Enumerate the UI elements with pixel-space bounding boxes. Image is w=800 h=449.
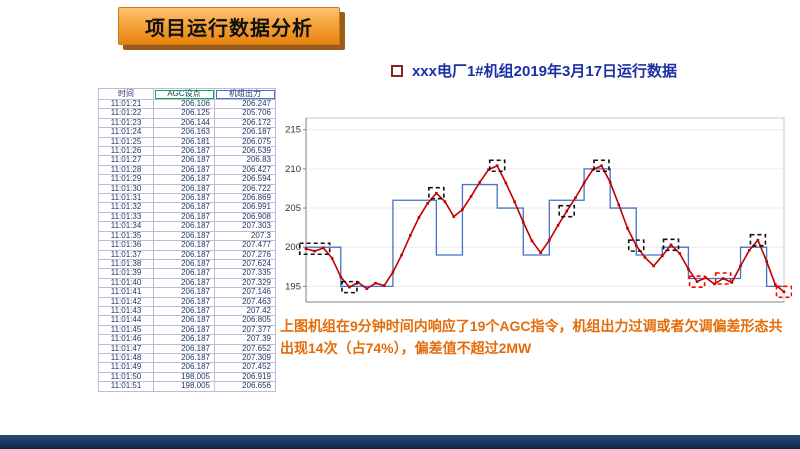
table-row: 11:01:44 206.187 206.805 bbox=[98, 315, 276, 326]
time-cell: 11:01:41 bbox=[98, 287, 154, 298]
unit-output-cell: 207.452 bbox=[214, 362, 276, 373]
agc-setpoint-cell: 206.187 bbox=[153, 221, 215, 232]
slide-title-banner: 项目运行数据分析 bbox=[118, 7, 340, 45]
agc-setpoint-cell: 206.187 bbox=[153, 334, 215, 345]
agc-setpoint-cell: 206.187 bbox=[153, 240, 215, 251]
time-cell: 11:01:49 bbox=[98, 362, 154, 373]
table-row: 11:01:41 206.187 207.146 bbox=[98, 287, 276, 298]
svg-text:195: 195 bbox=[285, 281, 301, 292]
unit-output-cell: 206.83 bbox=[214, 155, 276, 166]
time-cell: 11:01:51 bbox=[98, 381, 154, 392]
unit-output-cell: 206.594 bbox=[214, 174, 276, 185]
table-row: 11:01:51 198.005 206.656 bbox=[98, 381, 276, 392]
table-row: 11:01:46 206.187 207.39 bbox=[98, 334, 276, 345]
table-body: 11:01:21 206.106 206.247 11:01:22 206.125 205… bbox=[98, 98, 276, 392]
table-row: 11:01:29 206.187 206.594 bbox=[98, 174, 276, 185]
agc-setpoint-cell: 206.125 bbox=[153, 108, 215, 119]
agc-setpoint-cell: 206.187 bbox=[153, 268, 215, 279]
table-row: 11:01:34 206.187 207.303 bbox=[98, 221, 276, 232]
table-row: 11:01:35 206.187 207.3 bbox=[98, 230, 276, 242]
time-cell: 11:01:34 bbox=[98, 221, 154, 232]
time-cell: 11:01:39 bbox=[98, 268, 154, 279]
unit-output-cell: 207.303 bbox=[214, 221, 276, 232]
svg-text:215: 215 bbox=[285, 125, 301, 136]
col-header-time: 时间 bbox=[98, 88, 154, 100]
time-cell: 11:01:36 bbox=[98, 240, 154, 251]
table-header-row: 时间 AGC设点 机组出力 bbox=[98, 88, 276, 100]
agc-setpoint-cell: 206.187 bbox=[153, 362, 215, 373]
table-row: 11:01:49 206.187 207.452 bbox=[98, 362, 276, 373]
time-cell: 11:01:24 bbox=[98, 127, 154, 138]
table-row: 11:01:50 198.005 206.919 bbox=[98, 371, 276, 383]
time-cell: 11:01:37 bbox=[98, 249, 154, 260]
agc-response-chart: 195 200 205 210 215 bbox=[276, 110, 793, 312]
chart-title-text: xxx电厂1#机组2019年3月17日运行数据 bbox=[411, 63, 678, 80]
bottom-accent-bar bbox=[0, 435, 800, 449]
unit-output-cell: 207.39 bbox=[214, 334, 276, 345]
table-row: 11:01:45 206.187 207.377 bbox=[98, 324, 276, 336]
agc-setpoint-cell: 206.163 bbox=[153, 127, 215, 138]
agc-setpoint-cell: 206.187 bbox=[153, 202, 215, 213]
analysis-caption: 上图机组在9分钟时间内响应了19个AGC指令，机组出力过调或者欠调偏差形态共出现… bbox=[280, 318, 783, 356]
agc-setpoint-cell: 206.187 bbox=[153, 315, 215, 326]
unit-output-cell: 206.656 bbox=[214, 381, 276, 392]
time-cell: 11:01:46 bbox=[98, 334, 154, 345]
table-row: 11:01:27 206.187 206.83 bbox=[98, 155, 276, 166]
table-row: 11:01:28 206.187 206.427 bbox=[98, 164, 276, 176]
agc-setpoint-cell: 206.187 bbox=[153, 287, 215, 298]
table-row: 11:01:32 206.187 206.991 bbox=[98, 202, 276, 213]
unit-output-cell: 207.146 bbox=[214, 287, 276, 298]
unit-output-cell: 207.377 bbox=[214, 324, 276, 336]
unit-output-cell: 207.276 bbox=[214, 249, 276, 260]
unit-output-cell: 206.539 bbox=[214, 146, 276, 157]
svg-text:200: 200 bbox=[285, 242, 301, 253]
unit-output-cell: 205.706 bbox=[214, 108, 276, 119]
agc-setpoint-cell: 206.187 bbox=[153, 155, 215, 166]
time-cell: 11:01:27 bbox=[98, 155, 154, 166]
unit-output-cell: 206.991 bbox=[214, 202, 276, 213]
slide-title: 项目运行数据分析 bbox=[145, 17, 313, 40]
unit-output-cell: 206.805 bbox=[214, 315, 276, 326]
time-cell: 11:01:44 bbox=[98, 315, 154, 326]
table-row: 11:01:37 206.187 207.276 bbox=[98, 249, 276, 260]
agc-setpoint-cell: 206.187 bbox=[153, 249, 215, 260]
table-row: 11:01:47 206.187 207.652 bbox=[98, 343, 276, 354]
table-row: 11:01:39 206.187 207.335 bbox=[98, 268, 276, 279]
chart-canvas: 195 200 205 210 215 bbox=[285, 117, 793, 303]
svg-text:210: 210 bbox=[285, 164, 301, 175]
run-data-table: 时间 AGC设点 机组出力 11:01:21 206.106 206.247 11:0… bbox=[98, 88, 276, 392]
agc-setpoint-cell: 206.187 bbox=[153, 174, 215, 185]
chart-title: xxx电厂1#机组2019年3月17日运行数据 bbox=[276, 60, 792, 81]
table-row: 11:01:22 206.125 205.706 bbox=[98, 108, 276, 119]
svg-text:205: 205 bbox=[285, 203, 301, 214]
square-bullet-icon bbox=[390, 65, 403, 77]
table-row: 11:01:33 206.187 206.908 bbox=[98, 211, 276, 223]
unit-output-cell: 207.463 bbox=[214, 296, 276, 307]
agc-setpoint-cell: 198.005 bbox=[153, 381, 215, 392]
col-header-unit-output: 机组出力 bbox=[214, 88, 276, 100]
time-cell: 11:01:29 bbox=[98, 174, 154, 185]
table-row: 11:01:21 206.106 206.247 bbox=[98, 98, 276, 110]
table-row: 11:01:40 206.187 207.329 bbox=[98, 277, 276, 289]
time-cell: 11:01:32 bbox=[98, 202, 154, 213]
table-row: 11:01:24 206.163 206.187 bbox=[98, 127, 276, 138]
unit-output-cell: 207.477 bbox=[214, 240, 276, 251]
table-row: 11:01:42 206.187 207.463 bbox=[98, 296, 276, 307]
col-header-agc-setpoint: AGC设点 bbox=[153, 88, 215, 100]
time-cell: 11:01:22 bbox=[98, 108, 154, 119]
unit-output-cell: 206.187 bbox=[214, 127, 276, 138]
table-row: 11:01:36 206.187 207.477 bbox=[98, 240, 276, 251]
unit-output-cell: 207.335 bbox=[214, 268, 276, 279]
